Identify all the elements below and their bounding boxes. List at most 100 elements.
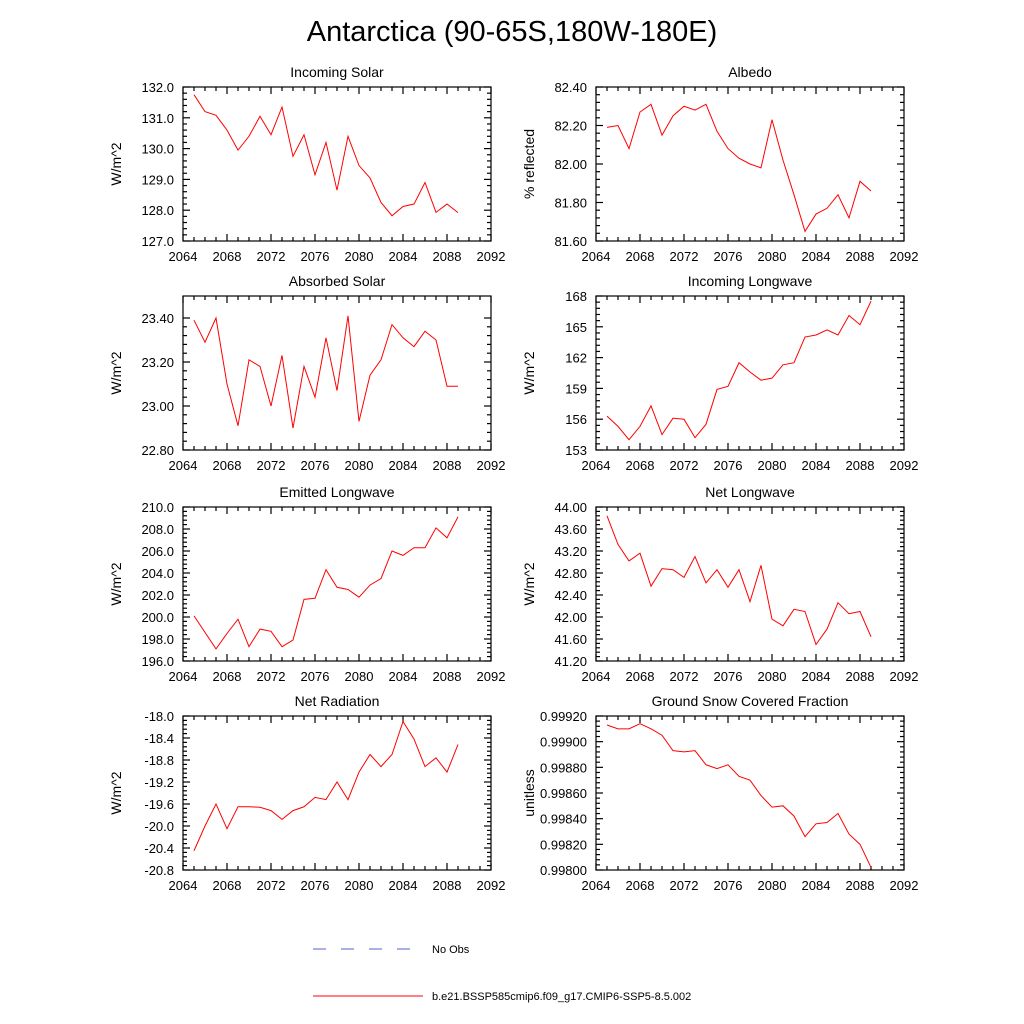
y-tick-label: 22.80 (141, 443, 174, 458)
x-tick-label: 2068 (626, 878, 655, 893)
y-tick-label: 0.99860 (540, 786, 587, 801)
legend: No Obs b.e21.BSSP585cmip6.f09_g17.CMIP6-… (313, 944, 691, 1003)
x-tick-label: 2084 (389, 669, 418, 684)
x-tick-label: 2080 (345, 669, 374, 684)
x-tick-label: 2092 (890, 249, 919, 264)
figure-title: Antarctica (90-65S,180W-180E) (307, 16, 718, 48)
y-tick-label: 196.0 (141, 654, 174, 669)
y-tick-label: 202.0 (141, 588, 174, 603)
panel-title: Incoming Longwave (688, 273, 813, 289)
y-tick-label: -18.0 (144, 709, 174, 724)
plot-frame (595, 715, 905, 871)
x-tick-label: 2076 (301, 458, 330, 473)
x-tick-label: 2080 (345, 458, 374, 473)
y-tick-label: 206.0 (141, 544, 174, 559)
x-tick-label: 2080 (758, 458, 787, 473)
x-tick-label: 2068 (213, 458, 242, 473)
y-tick-label: 0.99900 (540, 735, 587, 750)
plot-frame (182, 86, 492, 242)
panel-title: Albedo (728, 64, 772, 80)
y-tick-label: 81.80 (554, 196, 587, 211)
y-tick-label: 82.20 (554, 119, 587, 134)
y-tick-label: 44.00 (554, 500, 587, 515)
y-tick-label: 42.00 (554, 610, 587, 625)
x-tick-label: 2080 (345, 878, 374, 893)
y-tick-label: 153 (565, 443, 587, 458)
x-tick-label: 2068 (213, 249, 242, 264)
x-tick-label: 2084 (389, 458, 418, 473)
x-tick-label: 2088 (433, 878, 462, 893)
y-tick-label: 0.99820 (540, 837, 587, 852)
y-tick-label: -18.4 (144, 731, 174, 746)
x-tick-label: 2076 (714, 669, 743, 684)
x-tick-label: 2076 (714, 249, 743, 264)
chart-panel: Net Radiation W/m^2 2064 2068 2072 2076 2080 20… (108, 693, 505, 893)
x-tick-label: 2088 (433, 458, 462, 473)
panel-title: Absorbed Solar (289, 273, 386, 289)
y-axis-label: W/m^2 (108, 562, 124, 605)
y-axis-label: W/m^2 (108, 351, 124, 394)
x-tick-label: 2068 (626, 458, 655, 473)
y-tick-label: 23.00 (141, 399, 174, 414)
x-tick-label: 2068 (626, 249, 655, 264)
x-tick-label: 2072 (257, 249, 286, 264)
y-tick-label: 0.99880 (540, 760, 587, 775)
x-tick-label: 2092 (477, 249, 506, 264)
plot-frame (595, 506, 905, 662)
x-tick-label: 2084 (389, 249, 418, 264)
x-tick-label: 2092 (477, 878, 506, 893)
y-axis-label: unitless (521, 769, 537, 816)
chart-panel: Absorbed Solar W/m^2 2064 2068 2072 2076 2080 2… (108, 273, 505, 473)
x-tick-label: 2072 (257, 458, 286, 473)
y-tick-label: 162 (565, 351, 587, 366)
y-tick-label: 208.0 (141, 522, 174, 537)
y-tick-label: -20.8 (144, 863, 174, 878)
x-tick-label: 2092 (477, 458, 506, 473)
x-tick-label: 2072 (257, 878, 286, 893)
x-tick-label: 2092 (890, 458, 919, 473)
x-tick-label: 2068 (213, 878, 242, 893)
x-tick-label: 2084 (802, 249, 831, 264)
x-tick-label: 2088 (433, 249, 462, 264)
y-tick-label: 200.0 (141, 610, 174, 625)
y-tick-label: 23.40 (141, 311, 174, 326)
x-tick-label: 2084 (802, 458, 831, 473)
x-tick-label: 2072 (670, 669, 699, 684)
y-tick-label: 130.0 (141, 142, 174, 157)
y-tick-label: 82.40 (554, 80, 587, 95)
plot-frame (182, 715, 492, 871)
x-tick-label: 2080 (758, 669, 787, 684)
x-tick-label: 2064 (582, 878, 611, 893)
y-tick-label: -19.2 (144, 775, 174, 790)
x-tick-label: 2084 (802, 669, 831, 684)
y-tick-label: 165 (565, 320, 587, 335)
x-tick-label: 2076 (714, 458, 743, 473)
x-tick-label: 2088 (433, 669, 462, 684)
x-tick-label: 2072 (670, 878, 699, 893)
series-line (193, 720, 459, 851)
x-tick-label: 2064 (169, 669, 198, 684)
x-tick-label: 2088 (846, 249, 875, 264)
chart-panel: Emitted Longwave W/m^2 2064 2068 2072 2076 208… (108, 484, 505, 684)
y-tick-label: 128.0 (141, 203, 174, 218)
y-tick-label: 159 (565, 381, 587, 396)
x-tick-label: 2084 (389, 878, 418, 893)
x-tick-label: 2092 (890, 669, 919, 684)
y-tick-label: 198.0 (141, 632, 174, 647)
x-tick-label: 2080 (345, 249, 374, 264)
y-tick-label: 131.0 (141, 111, 174, 126)
chart-panel: Incoming Longwave W/m^2 2064 2068 2072 2076 20… (521, 273, 918, 473)
panels: Incoming Solar W/m^2 2064 2068 2072 2076 2080 2… (108, 64, 918, 893)
y-tick-label: 0.99920 (540, 709, 587, 724)
x-tick-label: 2088 (846, 669, 875, 684)
x-tick-label: 2076 (301, 249, 330, 264)
y-tick-label: 43.60 (554, 522, 587, 537)
y-axis-label: W/m^2 (108, 771, 124, 814)
panel-title: Emitted Longwave (279, 484, 394, 500)
x-tick-label: 2088 (846, 878, 875, 893)
series-line (606, 515, 872, 646)
plot-frame (595, 295, 905, 451)
x-tick-label: 2068 (213, 669, 242, 684)
x-tick-label: 2092 (477, 669, 506, 684)
